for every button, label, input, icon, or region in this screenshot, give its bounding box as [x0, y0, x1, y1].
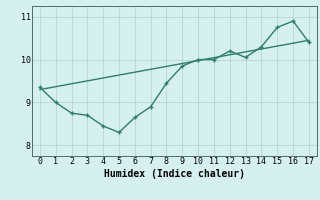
X-axis label: Humidex (Indice chaleur): Humidex (Indice chaleur) [104, 169, 245, 179]
